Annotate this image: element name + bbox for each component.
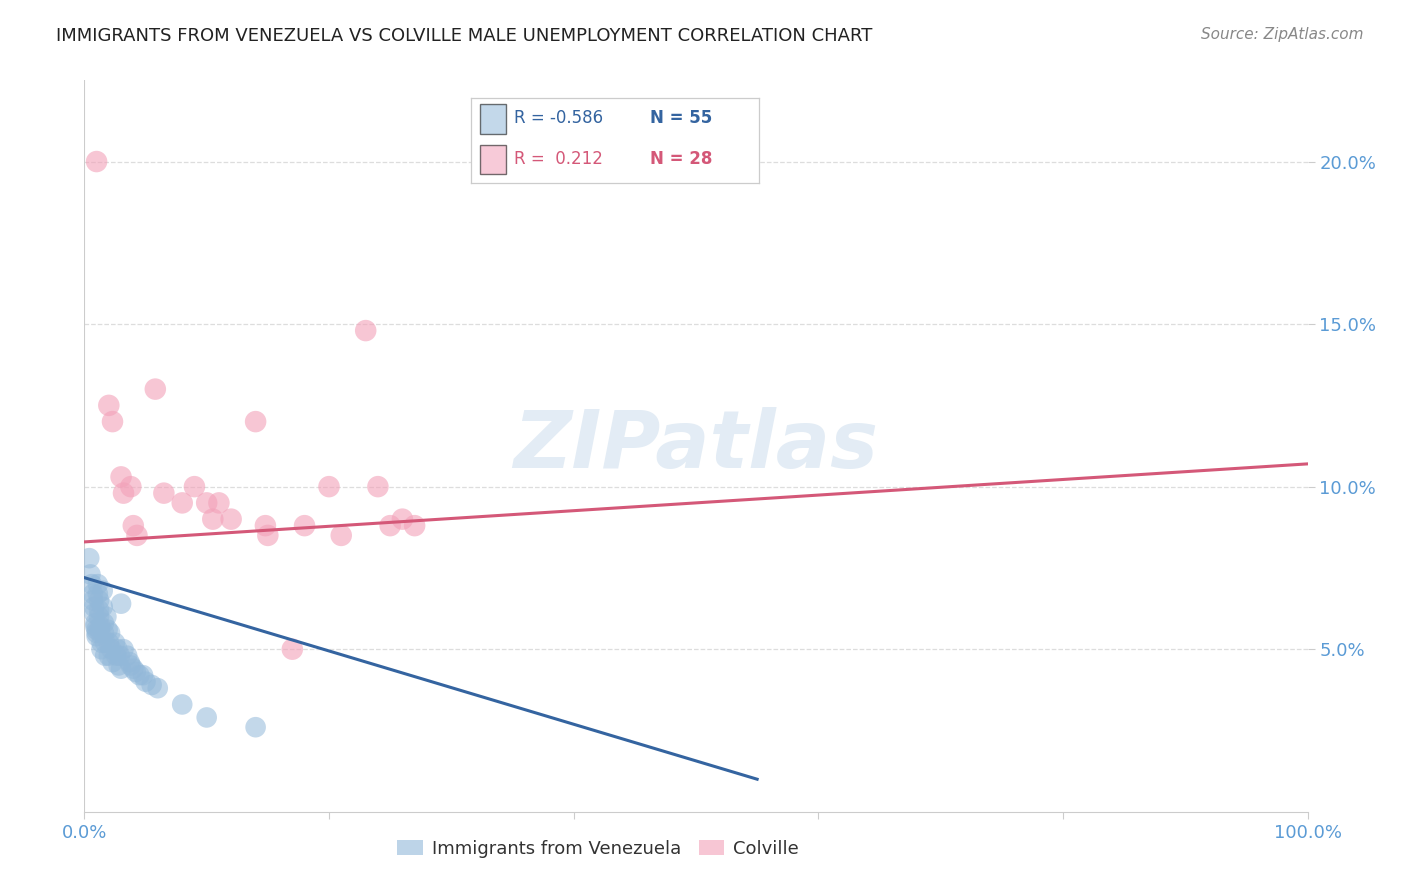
Point: [94, 635, 117, 649]
Text: Source: ZipAtlas.com: Source: ZipAtlas.com: [1201, 27, 1364, 42]
Point: [391, 512, 413, 526]
Point: [112, 642, 135, 657]
Point: [153, 486, 176, 500]
Point: [79, 567, 101, 582]
Point: [120, 658, 142, 673]
Point: [107, 658, 129, 673]
Point: [330, 528, 353, 542]
Point: [128, 668, 150, 682]
Point: [183, 480, 205, 494]
Point: [93, 626, 115, 640]
Point: [87, 603, 110, 617]
Point: [141, 678, 163, 692]
Point: [208, 496, 231, 510]
Point: [96, 609, 118, 624]
Point: [201, 512, 224, 526]
Text: N = 28: N = 28: [650, 150, 711, 168]
Point: [195, 496, 218, 510]
Point: [404, 518, 426, 533]
Point: [97, 623, 120, 637]
Text: R =  0.212: R = 0.212: [515, 150, 603, 168]
Point: [101, 655, 124, 669]
Point: [110, 470, 132, 484]
Point: [367, 480, 389, 494]
Point: [87, 609, 110, 624]
Point: [105, 642, 128, 657]
Point: [110, 662, 132, 676]
Point: [108, 648, 131, 663]
Point: [94, 648, 117, 663]
Point: [122, 662, 145, 676]
Point: [122, 518, 145, 533]
Point: [125, 528, 148, 542]
Point: [172, 496, 194, 510]
Point: [83, 607, 105, 621]
Text: IMMIGRANTS FROM VENEZUELA VS COLVILLE MALE UNEMPLOYMENT CORRELATION CHART: IMMIGRANTS FROM VENEZUELA VS COLVILLE MA…: [56, 27, 873, 45]
Point: [115, 648, 138, 663]
Point: [87, 587, 110, 601]
Point: [97, 398, 120, 412]
Point: [82, 593, 104, 607]
FancyBboxPatch shape: [479, 104, 506, 134]
Point: [146, 681, 169, 696]
Point: [87, 593, 110, 607]
Text: R = -0.586: R = -0.586: [515, 110, 603, 128]
Point: [97, 635, 120, 649]
Text: ZIPatlas: ZIPatlas: [513, 407, 879, 485]
Point: [143, 382, 166, 396]
Point: [89, 626, 111, 640]
Point: [104, 635, 127, 649]
Point: [86, 626, 108, 640]
Point: [100, 642, 122, 657]
Point: [135, 674, 157, 689]
Point: [86, 629, 108, 643]
Point: [97, 648, 120, 663]
Point: [257, 528, 280, 542]
Point: [80, 577, 103, 591]
Point: [101, 415, 124, 429]
Point: [98, 626, 121, 640]
Point: [77, 551, 100, 566]
Point: [118, 655, 141, 669]
Point: [84, 616, 107, 631]
Point: [91, 583, 114, 598]
Point: [245, 720, 267, 734]
Point: [354, 324, 377, 338]
Point: [281, 642, 304, 657]
Point: [132, 668, 155, 682]
Point: [90, 635, 112, 649]
Point: [294, 518, 316, 533]
Point: [318, 480, 340, 494]
Text: N = 55: N = 55: [650, 110, 711, 128]
Point: [83, 599, 105, 614]
Legend: Immigrants from Venezuela, Colville: Immigrants from Venezuela, Colville: [389, 832, 806, 865]
FancyBboxPatch shape: [479, 145, 506, 175]
Point: [125, 665, 148, 679]
Point: [86, 154, 108, 169]
Point: [91, 599, 114, 614]
Point: [89, 619, 111, 633]
Point: [105, 648, 128, 663]
Point: [254, 518, 277, 533]
Point: [87, 577, 110, 591]
Point: [110, 597, 132, 611]
Point: [172, 698, 194, 712]
Point: [86, 623, 108, 637]
Point: [93, 616, 115, 631]
Point: [380, 518, 402, 533]
Point: [195, 710, 218, 724]
Point: [219, 512, 242, 526]
Point: [82, 587, 104, 601]
Point: [120, 480, 142, 494]
Point: [112, 486, 135, 500]
Point: [90, 642, 112, 657]
Point: [84, 619, 107, 633]
Point: [245, 415, 267, 429]
